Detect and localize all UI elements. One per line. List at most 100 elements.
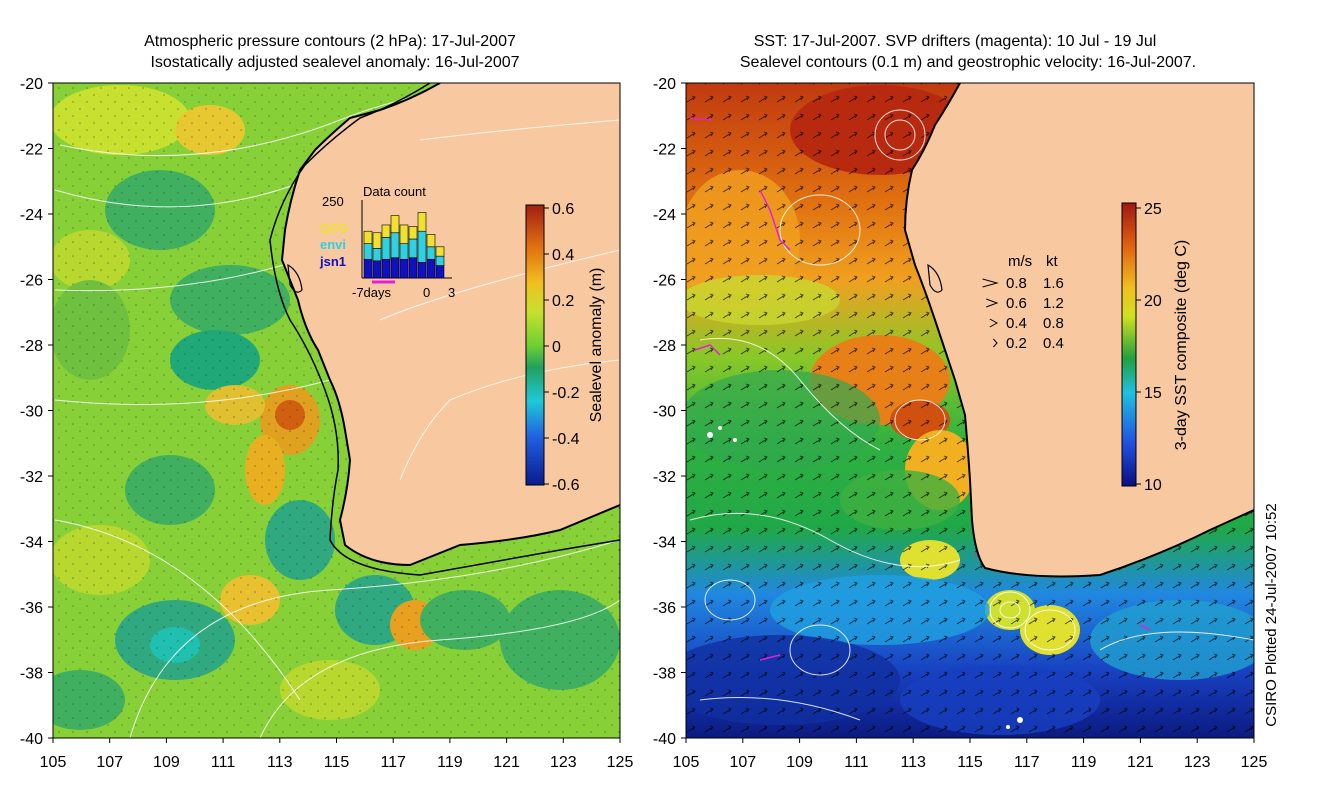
- velocity-header-kt: kt: [1046, 253, 1059, 270]
- colorbar-tick-label: 20: [1144, 293, 1162, 310]
- inset-bar-gfo: [426, 234, 436, 248]
- inset-bar-gfo: [390, 215, 400, 234]
- sst-colorbar: 25 20 15 10 3-day SST composite (deg C): [1121, 201, 1190, 494]
- right-lat-ticks: -20 -22 -24 -26 -28 -30 -32 -34 -36 -38 -40: [653, 76, 686, 748]
- colorbar-tick-label: 0: [552, 339, 561, 356]
- lat-tick-label: -40: [653, 731, 676, 748]
- lon-tick-label: 107: [729, 754, 756, 771]
- velocity-rows: 0.8 1.6 0.6 1.2 0.4 0.8 0.2 0.4: [982, 275, 1064, 352]
- colorbar-tick-label: 15: [1144, 385, 1162, 402]
- lon-tick-label: 115: [957, 754, 983, 771]
- velocity-header-ms: m/s: [1008, 253, 1032, 270]
- velocity-arrow: [986, 298, 999, 308]
- inset-bar-gfo: [372, 232, 382, 249]
- lat-tick-label: -24: [20, 207, 43, 224]
- lat-tick-label: -28: [20, 338, 43, 355]
- inset-xlabel-end: 3: [448, 285, 455, 300]
- data-count-inset: Data count 250 GFO envi jsn1 -7days 0 3: [319, 184, 455, 300]
- lon-tick-label: 113: [267, 754, 293, 771]
- right-lon-ticks: 105 107 109 111 113 115 117 119 121 123 125: [673, 738, 1268, 771]
- inset-bar-gfo: [363, 230, 373, 244]
- velocity-arrow: [982, 278, 999, 288]
- colorbar-tick-label: -0.2: [552, 385, 580, 402]
- velocity-ms-value: 0.2: [1006, 335, 1027, 352]
- inset-bar-envi: [390, 232, 400, 259]
- lat-tick-label: -34: [653, 535, 676, 552]
- inset-bar-envi: [435, 255, 445, 266]
- lat-tick-label: -22: [20, 142, 43, 159]
- lon-tick-label: 123: [1184, 754, 1211, 771]
- velocity-arrow: [993, 338, 998, 348]
- sst-colorbar-label: 3-day SST composite (deg C): [1173, 240, 1190, 450]
- inset-bar-jsn1: [408, 257, 418, 279]
- inset-ymax-label: 250: [322, 194, 344, 209]
- coastline: [280, 83, 620, 567]
- velocity-arrow: [989, 318, 999, 328]
- lon-tick-label: 105: [673, 754, 700, 771]
- inset-bar-envi: [363, 243, 373, 260]
- lon-tick-label: 111: [844, 754, 868, 771]
- lat-tick-label: -24: [653, 207, 676, 224]
- lat-tick-label: -36: [653, 600, 676, 617]
- velocity-ms-value: 0.6: [1006, 295, 1027, 312]
- velocity-kt-value: 1.2: [1043, 295, 1064, 312]
- lat-tick-label: -30: [20, 404, 43, 421]
- australia-land-right: [905, 83, 1254, 577]
- inset-bars: [363, 212, 445, 279]
- inset-xlabel-start: -7days: [352, 285, 392, 300]
- inset-xlabel-zero: 0: [423, 285, 430, 300]
- sst-colorbar-ticks: 25 20 15 10: [1136, 201, 1162, 494]
- colorbar-tick-label: 10: [1144, 477, 1162, 494]
- inset-bar-jsn1: [417, 262, 427, 279]
- colorbar-tick-label: 25: [1144, 201, 1162, 218]
- lon-tick-label: 125: [1241, 754, 1268, 771]
- right-map-area: [686, 83, 1254, 738]
- lon-tick-label: 109: [153, 754, 180, 771]
- left-title-line2: Isostatically adjusted sealevel anomaly:…: [150, 54, 519, 71]
- velocity-ms-value: 0.8: [1006, 275, 1027, 292]
- lon-tick-label: 125: [607, 754, 634, 771]
- inset-legend-envi: envi: [320, 237, 346, 252]
- sla-colorbar-label: Sealevel anomaly (m): [588, 268, 605, 423]
- cloud-specks: [707, 426, 1023, 729]
- lon-tick-label: 121: [1127, 754, 1154, 771]
- left-lon-ticks: 105 107 109 111 113 115 117 119 121 123 125: [40, 738, 634, 771]
- right-map-panel: SST: 17-Jul-2007. SVP drifters (magenta)…: [653, 33, 1268, 771]
- lat-tick-label: -22: [653, 142, 676, 159]
- lon-tick-label: 113: [900, 754, 926, 771]
- inset-bar-envi: [381, 237, 391, 260]
- colorbar-tick-label: 0.2: [552, 293, 574, 310]
- lon-tick-label: 117: [1014, 754, 1040, 771]
- velocity-kt-value: 0.4: [1043, 335, 1064, 352]
- lat-tick-label: -34: [20, 535, 43, 552]
- inset-bar-jsn1: [435, 265, 445, 279]
- inset-bar-jsn1: [381, 258, 391, 279]
- sealevel-contours: [689, 109, 1254, 721]
- lat-tick-label: -32: [653, 469, 676, 486]
- velocity-kt-value: 0.8: [1043, 315, 1064, 332]
- inset-legend-gfo: GFO: [320, 221, 348, 236]
- lat-tick-label: -32: [20, 469, 43, 486]
- lat-tick-label: -26: [653, 273, 676, 290]
- credit-text: CSIRO Plotted 24-Jul-2007 10:52: [1263, 503, 1280, 726]
- inset-bar-envi: [408, 238, 418, 259]
- lon-tick-label: 121: [493, 754, 520, 771]
- velocity-legend: m/s kt 0.8 1.6 0.6 1.2 0.4 0.8 0.2 0.4: [982, 253, 1064, 352]
- inset-bar-gfo: [435, 246, 445, 257]
- colorbar-tick-label: 0.6: [552, 201, 574, 218]
- lon-tick-label: 107: [96, 754, 123, 771]
- inset-bar-jsn1: [363, 258, 373, 279]
- velocity-ms-value: 0.4: [1006, 315, 1027, 332]
- colorbar-tick-label: 0.4: [552, 247, 574, 264]
- lat-tick-label: -36: [20, 600, 43, 617]
- inset-bar-gfo: [408, 226, 418, 240]
- sla-colorbar-ticks: 0.6 0.4 0.2 0 -0.2 -0.4 -0.6: [544, 201, 580, 494]
- sla-colorbar: 0.6 0.4 0.2 0 -0.2 -0.4 -0.6 Sealevel anomaly …: [525, 201, 605, 494]
- inset-legend: GFO envi jsn1: [319, 221, 348, 269]
- inset-legend-jsn1: jsn1: [319, 254, 346, 269]
- inset-bar-jsn1: [426, 258, 436, 279]
- colorbar-tick-label: -0.6: [552, 477, 580, 494]
- lat-tick-label: -38: [20, 666, 43, 683]
- coastline-right: [903, 83, 1254, 578]
